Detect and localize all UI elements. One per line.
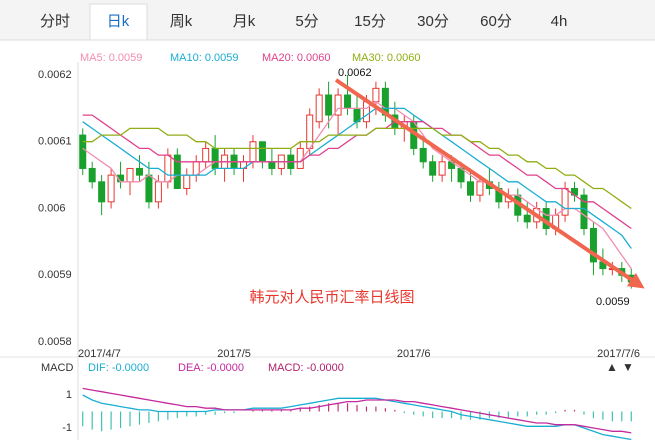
ma-line xyxy=(82,107,632,249)
y-tick-label: 0.0059 xyxy=(38,269,72,281)
tab[interactable]: 日k xyxy=(107,13,130,30)
x-tick-label: 2017/4/7 xyxy=(78,348,121,360)
legend-entry: MA5: 0.0059 xyxy=(80,52,142,64)
macd-y-tick-label: -1 xyxy=(62,422,72,434)
candle-body xyxy=(154,181,162,203)
tab[interactable]: 60分 xyxy=(480,13,512,30)
tab[interactable]: 月k xyxy=(233,13,256,30)
candle-body xyxy=(476,181,484,196)
high-annotation: 0.0062 xyxy=(338,67,372,79)
plot: MA5: 0.0059 MA10: 0.0059 MA20: 0.0060 MA30:… xyxy=(38,52,640,440)
candle-body xyxy=(589,228,597,263)
candle-body xyxy=(98,181,106,203)
candle-body xyxy=(523,214,531,223)
macd-legend-entry: MACD: -0.0000 xyxy=(268,362,344,374)
tab[interactable]: 周k xyxy=(170,13,193,30)
trend-arrow xyxy=(334,78,645,289)
ma-line xyxy=(82,127,632,210)
x-tick-label: 2017/6 xyxy=(397,348,431,360)
candle-body xyxy=(258,141,266,163)
tab[interactable]: 4h xyxy=(551,13,568,30)
macd-y-tick-label: 1 xyxy=(66,389,72,401)
candle-body xyxy=(173,154,181,189)
candle-body xyxy=(429,161,437,176)
low-annotation: 0.0059 xyxy=(596,296,630,308)
macd-legend-entry: DIF: -0.0000 xyxy=(88,362,149,374)
tab[interactable]: 15分 xyxy=(354,13,386,30)
candle-body xyxy=(164,154,172,183)
candle-body xyxy=(362,101,370,123)
candle-body xyxy=(145,174,153,203)
scroll-icon[interactable]: ▼ xyxy=(622,360,634,374)
tab[interactable]: 5分 xyxy=(295,13,318,30)
legend-entry: MA20: 0.0060 xyxy=(262,52,331,64)
candle-body xyxy=(419,147,427,163)
legend-entry: MA30: 0.0060 xyxy=(352,52,421,64)
y-tick-label: 0.0058 xyxy=(38,336,72,348)
candle-body xyxy=(438,161,446,176)
tab[interactable]: 30分 xyxy=(417,13,449,30)
selected-tab xyxy=(89,3,148,41)
candle-body xyxy=(325,94,333,116)
tab[interactable]: 分时 xyxy=(40,13,70,30)
candle-body xyxy=(344,94,352,109)
candle-body xyxy=(306,114,314,149)
candle-body xyxy=(135,167,143,176)
candle-body xyxy=(126,167,134,183)
scroll-icon[interactable]: ▲ xyxy=(606,360,618,374)
legend-entry: MA10: 0.0059 xyxy=(170,52,239,64)
y-tick-label: 0.0061 xyxy=(38,136,72,148)
candle-body xyxy=(211,147,219,169)
chart-title: 韩元对人民币汇率日线图 xyxy=(249,289,414,306)
candle-body xyxy=(249,141,257,163)
candle-body xyxy=(79,134,87,169)
macd-legend-entry: DEA: -0.0000 xyxy=(178,362,244,374)
candle-body xyxy=(315,94,323,123)
macd-title: MACD xyxy=(41,362,73,374)
y-tick-label: 0.006 xyxy=(38,202,66,214)
y-tick-label: 0.0062 xyxy=(38,69,72,81)
candle-body xyxy=(580,194,588,230)
candle-body xyxy=(183,174,191,189)
x-tick-label: 2017/5 xyxy=(217,348,251,360)
candle-body xyxy=(372,87,380,103)
candle-body xyxy=(334,94,342,116)
macd-line xyxy=(82,394,632,440)
ma-line xyxy=(82,100,632,269)
x-tick-label: 2017/7/6 xyxy=(597,348,640,360)
candle-body xyxy=(202,147,210,163)
candle-body xyxy=(107,174,115,203)
candle-body xyxy=(88,167,96,183)
candle-body xyxy=(466,181,474,196)
tabs: 分时 日k 周k 月k 5分 15分 30分 60分 4h xyxy=(40,3,568,41)
macd-line xyxy=(82,387,632,434)
candle-body xyxy=(561,187,569,216)
candle-body xyxy=(268,161,276,169)
